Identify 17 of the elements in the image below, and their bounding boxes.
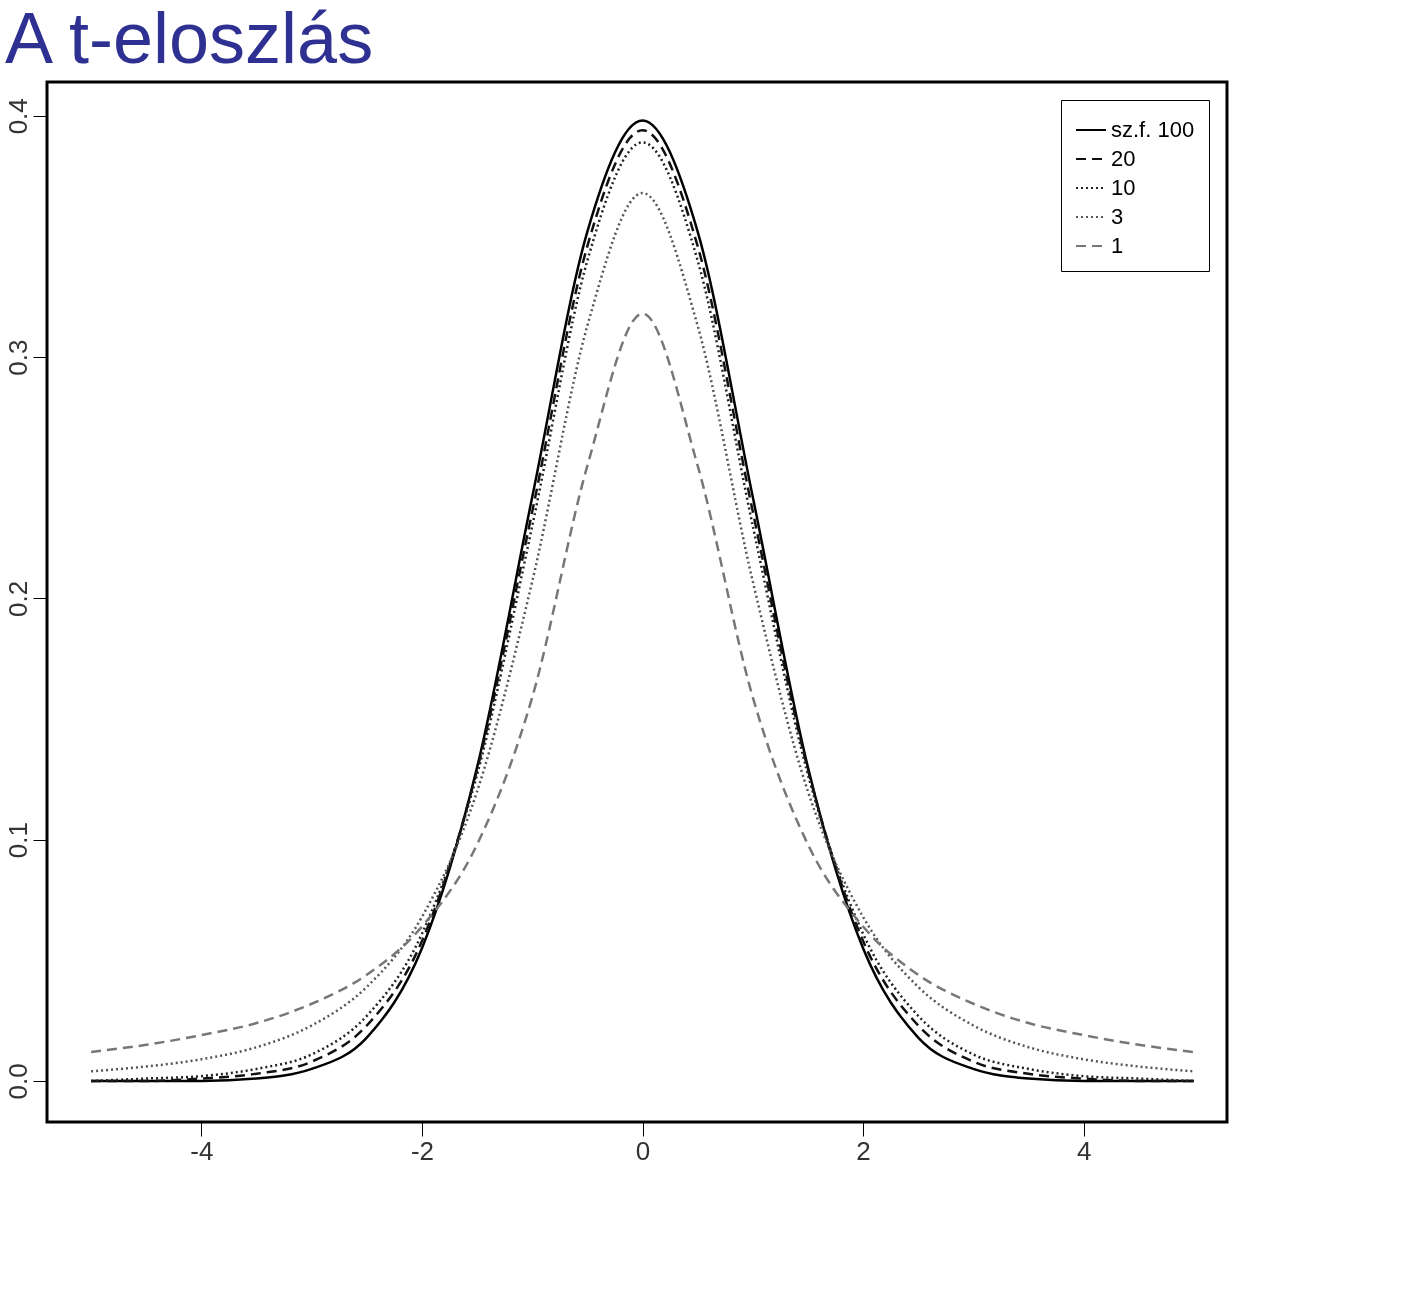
- legend-label: 3: [1111, 204, 1124, 229]
- x-tick-label: 0: [635, 1135, 651, 1166]
- legend-label: 1: [1111, 233, 1124, 258]
- legend-label: 20: [1111, 146, 1136, 171]
- x-tick-label: -2: [410, 1135, 435, 1166]
- legend-label: 10: [1111, 175, 1136, 200]
- chart-title: A t-eloszlás: [5, 0, 374, 78]
- y-tick-label: 0.0: [2, 1063, 33, 1100]
- y-tick-label: 0.1: [2, 822, 33, 859]
- y-tick-label: 0.3: [2, 339, 33, 376]
- y-tick-label: 0.2: [2, 580, 33, 617]
- legend-label: sz.f. 100: [1111, 117, 1195, 142]
- x-tick-label: 2: [856, 1135, 871, 1166]
- x-tick-label: 4: [1076, 1135, 1092, 1166]
- y-tick-label: 0.4: [2, 98, 33, 135]
- line-series: [89, 312, 1196, 1054]
- x-tick-label: -4: [190, 1135, 214, 1166]
